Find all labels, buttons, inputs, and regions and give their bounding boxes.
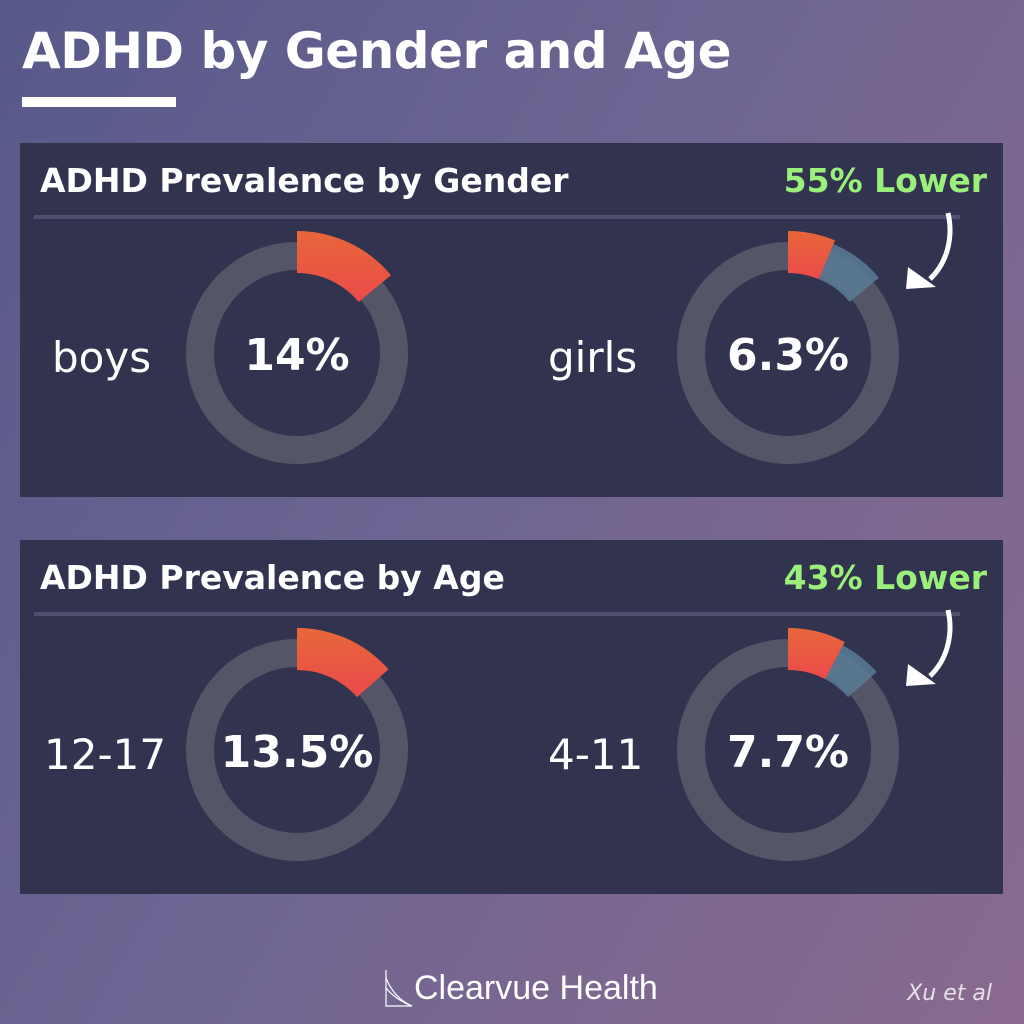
arrow-icon	[906, 609, 953, 686]
value-segment	[297, 628, 389, 698]
comparison-annotation: 43% Lower	[783, 558, 987, 597]
brand-name: Clearvue Health	[414, 969, 658, 1007]
value-segment	[297, 231, 392, 303]
citation: Xu et al	[907, 981, 992, 1006]
gender-panel: ADHD Prevalence by Gender 55% Lower boys…	[20, 143, 1003, 497]
donut-boys	[186, 231, 408, 464]
value-label: 7.7%	[726, 727, 850, 778]
category-label: girls	[548, 333, 638, 382]
value-segment	[788, 231, 836, 280]
panel-title: ADHD Prevalence by Gender	[40, 161, 569, 200]
value-segment	[788, 628, 845, 680]
title-underline	[22, 97, 176, 107]
arrow-icon	[906, 212, 953, 289]
value-label: 6.3%	[726, 330, 850, 381]
brand-logo: Clearvue Health	[384, 968, 658, 1008]
donut-girls	[677, 231, 899, 464]
comparison-ghost-segment	[825, 645, 877, 698]
age-panel: ADHD Prevalence by Age 43% Lower 12-17 1…	[20, 540, 1003, 894]
comparison-ghost-segment	[818, 244, 879, 303]
divider	[34, 612, 960, 616]
logo-icon	[385, 970, 413, 1007]
comparison-annotation: 55% Lower	[783, 161, 987, 200]
divider	[34, 215, 960, 219]
donut-4-11	[677, 628, 899, 861]
category-label: 12-17	[44, 730, 167, 779]
category-label: boys	[52, 333, 152, 382]
page-title: ADHD by Gender and Age	[22, 22, 732, 80]
panel-title: ADHD Prevalence by Age	[40, 558, 505, 597]
donut-12-17	[186, 628, 408, 861]
category-label: 4-11	[548, 730, 644, 779]
value-label: 14%	[244, 330, 350, 381]
value-label: 13.5%	[220, 727, 374, 778]
